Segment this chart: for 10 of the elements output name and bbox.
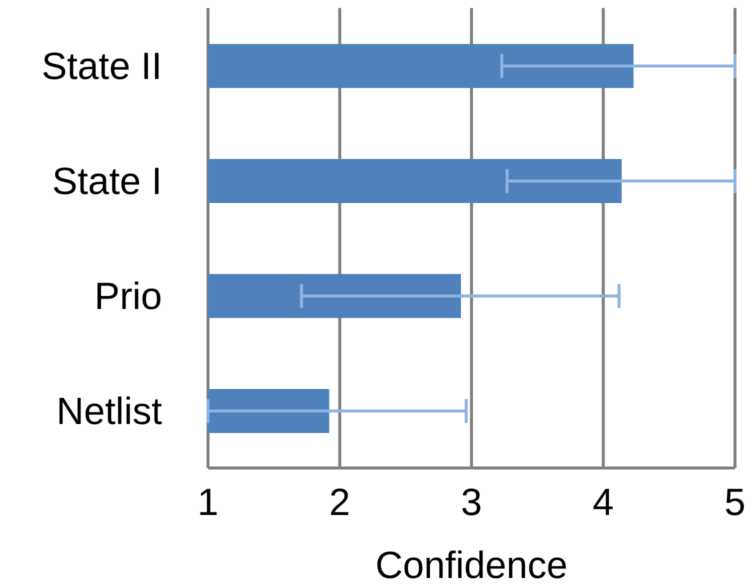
y-tick-label: Prio bbox=[94, 276, 162, 318]
x-axis-title: Confidence bbox=[375, 545, 568, 584]
y-tick-label: Netlist bbox=[56, 390, 162, 433]
y-tick-label: State I bbox=[52, 160, 162, 203]
x-tick-label: 3 bbox=[460, 482, 482, 524]
y-tick-label: State II bbox=[42, 46, 162, 88]
x-tick-label: 4 bbox=[592, 482, 614, 524]
x-tick-label: 2 bbox=[329, 482, 350, 524]
x-tick-label: 5 bbox=[724, 482, 746, 524]
x-tick-label: 1 bbox=[197, 482, 219, 524]
